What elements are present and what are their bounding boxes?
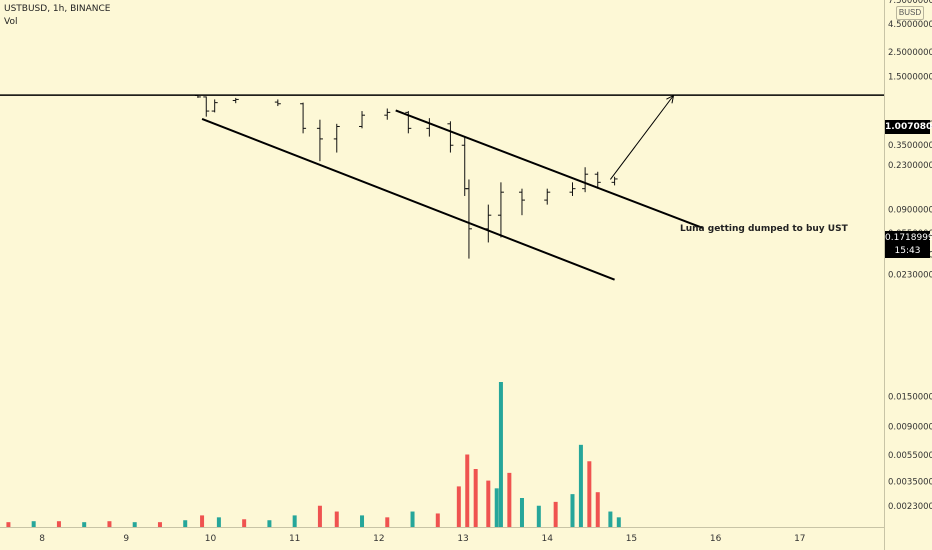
breakout-arrow-line [609,95,674,180]
time-axis-label: 16 [710,534,722,544]
volume-bar [473,469,478,527]
volume-bar [410,511,415,527]
volume-bar [200,515,205,527]
volume-bar [216,517,221,527]
time-axis-label: 9 [123,534,129,544]
volume-bar [570,494,575,527]
volume-bar [498,382,503,527]
volume-bar [56,521,61,527]
last-price-tag: 0.17189996 [885,231,932,245]
symbol-title: USTBUSD, 1h, BINANCE [4,4,111,14]
drawing-layer [0,94,884,281]
volume-bar [507,472,512,527]
volume-bar [385,517,390,527]
price-axis-label: 0.00230000 [888,502,932,512]
volume-bar [360,515,365,527]
time-axis-divider [0,527,884,528]
price-axis-divider [884,0,885,550]
volume-bar [334,511,339,527]
currency-badge[interactable]: BUSD [896,6,924,20]
volume-bar [292,515,297,527]
volume-bar [595,492,600,527]
volume-bar [616,517,621,527]
candle-layer [194,94,618,259]
lower-channel-line [201,117,615,281]
time-axis-label: 14 [542,534,554,544]
time-axis-label: 8 [39,534,45,544]
time-axis-label: 11 [289,534,300,544]
bar-countdown: 15:43 [885,244,930,258]
volume-bar [267,520,272,527]
volume-bar [107,521,112,527]
volume-bar [494,488,499,527]
volume-bar [183,520,188,527]
level-price-tag: 1.00708041 [885,120,932,134]
volume-bar [6,522,11,527]
volume-bar [31,521,36,527]
volume-layer [6,382,621,527]
volume-bar [519,498,524,527]
chart-annotation[interactable]: Luna getting dumped to buy UST [680,224,848,234]
time-axis-label: 17 [794,534,805,544]
breakout-arrowhead [666,94,675,104]
volume-bar [242,519,247,527]
volume-bar [317,505,322,527]
volume-bar [486,480,491,527]
volume-bar [587,461,592,527]
volume-bar [465,454,470,527]
time-axis-label: 10 [205,534,217,544]
upper-channel-line [395,109,704,229]
volume-bar [82,522,87,527]
time-axis-label: 13 [457,534,468,544]
volume-bar [608,511,613,527]
volume-label: Vol [4,17,18,27]
volume-bar [435,513,440,527]
volume-bar [157,522,162,527]
volume-bar [132,522,137,527]
time-axis-label: 15 [626,534,637,544]
volume-bar [578,444,583,527]
volume-bar [536,505,541,527]
volume-bar [553,501,558,527]
volume-bar [456,486,461,527]
time-axis-label: 12 [373,534,384,544]
